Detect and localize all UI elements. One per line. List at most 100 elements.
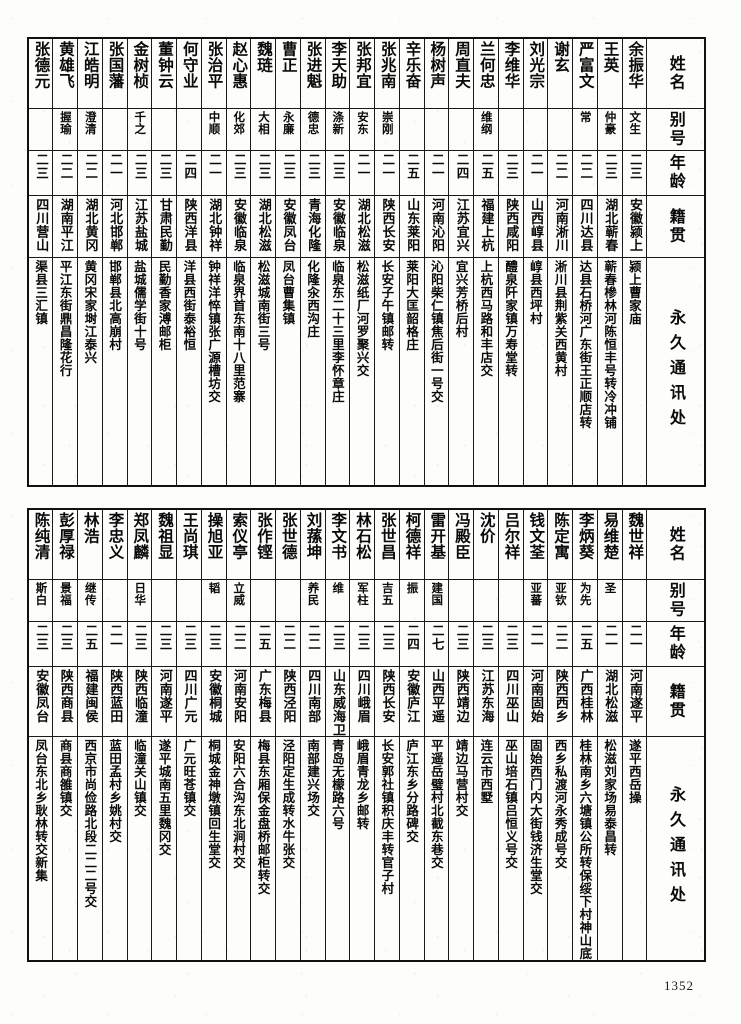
cell-text: 二三 [479,623,495,651]
cell-address: 巫山培石镇吕恒义号交 [497,736,524,962]
cell-text: 四川达县 [577,197,593,252]
cell-alias: 澄清 [77,107,103,151]
cell-text: 沈价 [477,512,496,544]
cell-text: 四川广元 [181,668,197,723]
cell-text: 张世昌 [378,512,397,560]
cell-text: 军柱 [355,581,370,606]
cell-origin: 湖南平江 [52,194,78,258]
cell-origin: 河南固始 [522,665,549,737]
cell-text: 握瑜 [58,110,73,135]
cell-text: 达县石桥河广东街王正顺店转 [577,259,593,429]
cell-alias: 斯白 [27,578,54,622]
cell-age: 二三 [497,149,524,196]
cell-text: 崞县西坪村 [527,259,543,325]
cell-text: 亚蕃 [529,581,544,606]
cell-age: 二五 [77,620,103,667]
cell-text: 安东 [355,110,370,135]
cell-origin: 江苏盐城 [126,194,153,258]
row-label-alias: 别号 [646,578,706,622]
cell-alias [275,578,301,622]
cell-text: 陕西商县 [57,668,73,723]
cell-text: 河南沁阳 [429,197,444,252]
cell-name: 吕尔祥 [497,508,524,580]
cell-address: 颍上曹家庙 [621,256,648,487]
cell-text: 洋县西街泰裕恒 [181,259,197,351]
cell-text: 福建闽侯 [82,668,98,723]
cell-age: 二三 [126,149,153,196]
cell-age: 二二 [77,149,103,196]
cell-text: 松滋刘家场易泰昌转 [602,739,618,856]
cell-name: 魏祖显 [151,508,177,580]
cell-age: 二三 [596,149,623,196]
cell-text: 二三 [207,623,222,651]
cell-name: 张兆南 [374,37,400,109]
cell-text: 籍贯 [666,682,686,720]
cell-text: 姓名 [666,54,686,92]
cell-text: 陕西蓝田 [107,668,123,723]
cell-text: 安徽颍上 [627,197,642,252]
cell-text: 陕西靖边 [453,668,469,723]
cell-text: 日华 [133,581,148,606]
cell-age: 二四 [448,149,474,196]
cell-text: 黄雄飞 [57,41,76,89]
cell-name: 张进魁 [299,37,326,109]
table-bottom-wrapper: 陈纯清 彭厚禄 林浩 李忠义 郑凤麟 魏祖显 王尚琪 操旭亚 索仪亭 张作铿 张世德 刘蓀坤 李文书 林石… [27,508,706,962]
cell-text: 二一 [355,152,371,180]
cell-text: 操旭亚 [205,512,224,560]
cell-address: 梅县东厢保金盘桥邮柜转交 [250,736,276,962]
cell-alias [151,107,177,151]
cell-origin: 四川峨眉 [349,665,375,737]
cell-text: 湖北钟祥 [206,197,222,252]
cell-address: 临泉界首东南十八里范寨 [225,256,252,487]
cell-text: 二七 [429,623,445,651]
cell-text: 凤台曹集镇 [280,259,296,325]
cell-text: 二三 [504,152,519,180]
cell-text: 辛乐奋 [403,41,422,89]
cell-alias: 日华 [126,578,153,622]
cell-text: 邯郸县北高崩村 [107,259,123,351]
cell-text: 二二 [231,623,247,651]
cell-text: 二三 [627,152,643,180]
cell-text: 湖北黄冈 [82,197,98,252]
cell-text: 河南遂平 [627,668,642,723]
cell-text: 平江东街鼎昌隆花行 [57,259,73,377]
cell-address: 商县商雒镇交 [52,736,78,962]
cell-age: 二三 [621,149,648,196]
cell-text: 二二 [58,152,74,180]
cell-name: 王尚琪 [176,508,202,580]
cell-origin: 陕西靖边 [448,665,474,737]
cell-text: 西乡私渡河永秀成号交 [552,739,568,869]
row-label-age: 年龄 [646,149,706,196]
cell-origin: 安徽临泉 [225,194,252,258]
cell-alias [151,578,177,622]
cell-text: 二三 [34,623,49,651]
cell-text: 四川巫山 [503,668,519,723]
cell-name: 刘光宗 [522,37,549,109]
cell-name: 李炳葵 [572,508,598,580]
cell-address: 连云市西墅 [473,736,499,962]
cell-text: 临潼关山镇交 [131,739,147,817]
cell-origin: 甘肃民勤 [151,194,177,258]
cell-text: 建国 [430,581,445,606]
cell-age: 二四 [398,620,425,667]
cell-address: 南部建兴场交 [299,736,326,962]
cell-text: 二一 [207,152,222,180]
cell-address: 洋县西街泰裕恒 [176,256,202,487]
cell-text: 二三 [157,623,173,651]
cell-text: 颍上曹家庙 [626,259,642,325]
cell-age: 二一 [621,620,648,667]
cell-text: 吕尔祥 [502,512,521,560]
cell-text: 湖北松滋 [255,197,271,252]
cell-text: 醴泉阡家镇万寿堂转 [503,259,519,377]
cell-text: 巫山培石镇吕恒义号交 [503,739,519,869]
cell-alias: 文生 [621,107,648,151]
cell-text: 柯德祥 [403,512,422,560]
table-top-wrapper: 张德元 黄雄飞 江皓明 张国藩 金树桢 董钟云 何守业 张治平 赵心惠 魏琏 曹正 张进魁 李天助 张邦宜… [27,37,706,487]
cell-age: 二四 [176,149,202,196]
cell-origin: 四川营山 [27,194,54,258]
cell-text: 王英 [601,41,620,73]
cell-text: 二五 [405,152,420,180]
cell-origin: 陕西蓝田 [101,665,128,737]
cell-alias: 韬 [200,578,227,622]
cell-text: 上杭西马路和丰店交 [478,259,494,377]
